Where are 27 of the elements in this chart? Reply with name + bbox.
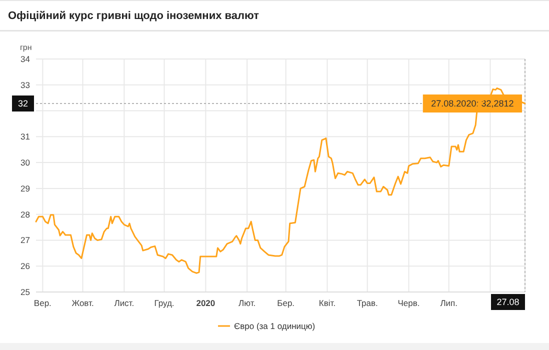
y-tick-label: 31 [20, 132, 30, 142]
x-tick-label: Трав. [356, 298, 378, 308]
x-tick-label: Бер. [277, 298, 295, 308]
x-tick-label: 2020 [196, 298, 216, 308]
x-tick-label: Черв. [398, 298, 420, 308]
line-series [35, 88, 526, 274]
chart-title: Офіційний курс гривні щодо іноземних валют [8, 10, 260, 22]
x-tick-label: Лип. [440, 298, 458, 308]
y-tick-label: 29 [20, 183, 30, 194]
x-tick-label: Жовт. [72, 298, 94, 308]
y-tick-label: 26 [20, 261, 30, 272]
y-tick-label: 30 [20, 158, 30, 168]
x-tick-label: Груд. [154, 298, 174, 308]
legend-label: Євро (за 1 одиницю) [234, 320, 316, 331]
x-tick-label: Вер. [34, 298, 52, 308]
annotation: 27.08.2020: 32,2812 [431, 98, 514, 109]
ref-line-label: 32 [18, 98, 28, 109]
y-tick-label: 33 [20, 80, 30, 90]
x-tick-label: Лют. [238, 298, 256, 308]
y-axis-title: грн [20, 43, 32, 52]
y-tick-label: 28 [20, 209, 30, 220]
y-tick-label: 34 [20, 54, 30, 64]
y-tick-label: 25 [20, 286, 30, 297]
x-tick-label: Лист. [114, 298, 134, 308]
x-tick-label: 27.08 [496, 297, 520, 308]
x-tick-label: Квіт. [318, 298, 336, 308]
y-tick-label: 27 [20, 235, 30, 246]
